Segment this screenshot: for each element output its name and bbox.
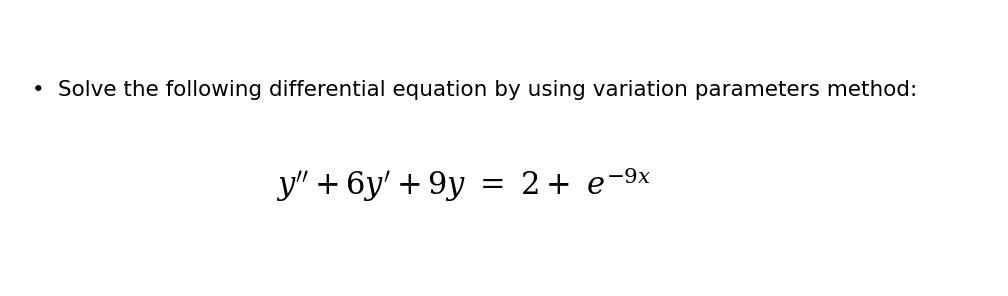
Text: Solve the following differential equation by using variation parameters method:: Solve the following differential equatio… <box>58 80 917 100</box>
Text: $y^{\prime\prime} + 6y^{\prime} + 9y \ = \ 2 + \ e^{-9x}$: $y^{\prime\prime} + 6y^{\prime} + 9y \ =… <box>276 165 651 205</box>
Text: •: • <box>31 80 44 100</box>
